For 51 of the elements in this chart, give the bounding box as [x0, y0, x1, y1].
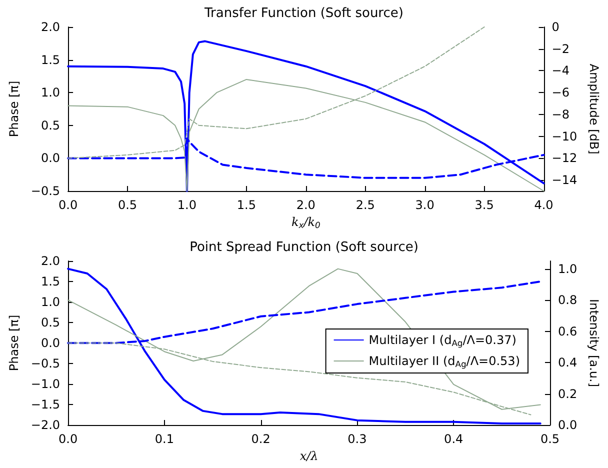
y-tick-label: 0.0	[40, 151, 60, 166]
y-tick-label: 0.0	[40, 336, 60, 350]
y-axis-title: Phase [π]	[7, 80, 21, 138]
y-tick-label: 0.5	[40, 316, 60, 330]
y-tick-label: −1.0	[30, 377, 60, 391]
y2-tick-label: −10	[552, 129, 578, 144]
chart-title: Point Spread Function (Soft source)	[190, 240, 418, 255]
y2-tick-label: 0	[552, 20, 560, 34]
y-tick-label: 0.5	[40, 118, 60, 132]
x-tick-label: 0.3	[348, 432, 367, 446]
x-tick-label: 0.5	[118, 198, 138, 212]
y2-tick-label: −6	[552, 86, 570, 100]
y2-tick-label: 0.4	[558, 356, 578, 370]
x-tick-label: 1.5	[236, 198, 256, 212]
y-tick-label: 1.0	[40, 295, 60, 309]
x-tick-label: 0.1	[154, 432, 174, 446]
y2-tick-label: −8	[552, 107, 570, 122]
x-tick-label: 3.5	[474, 198, 494, 212]
y2-tick-label: −12	[552, 151, 578, 166]
y-tick-label: −0.5	[30, 184, 60, 198]
y-tick-label: −1.5	[30, 398, 60, 412]
y2-tick-label: 0.8	[558, 293, 578, 308]
y-tick-label: 1.0	[40, 86, 60, 100]
y2-tick-label: −4	[552, 64, 570, 78]
y-tick-label: −2.0	[30, 418, 60, 432]
y2-tick-label: 0.0	[558, 418, 578, 432]
x-tick-label: 2.5	[356, 198, 375, 212]
x-axis-title: x/λ	[300, 448, 318, 463]
x-tick-label: 0.2	[251, 432, 270, 446]
x-tick-label: 0.5	[540, 432, 560, 446]
y-tick-label: 2.0	[40, 20, 60, 34]
y2-tick-label: 1.0	[558, 262, 578, 276]
y-tick-label: −0.5	[30, 356, 60, 370]
x-tick-label: 4.0	[534, 198, 554, 212]
y2-axis-title: Amplitude [dB]	[587, 64, 601, 154]
y2-tick-label: 0.2	[558, 386, 578, 401]
x-tick-label: 0.0	[58, 198, 78, 212]
y2-tick-label: 0.6	[558, 324, 578, 338]
y-axis-title: Phase [π]	[7, 314, 21, 372]
x-tick-label: 2.0	[296, 198, 316, 212]
x-tick-label: 1.0	[177, 198, 197, 212]
y2-tick-label: −14	[552, 173, 578, 188]
y2-axis-title: Intensity [a.u.]	[587, 299, 601, 387]
x-tick-label: 0.4	[444, 432, 464, 446]
chart-title: Transfer Function (Soft source)	[204, 6, 404, 21]
y-tick-label: 1.5	[40, 52, 60, 67]
x-tick-label: 0.0	[58, 432, 78, 446]
x-tick-label: 3.0	[415, 198, 434, 212]
y2-tick-label: −2	[552, 42, 570, 56]
y-tick-label: 2.0	[40, 254, 60, 268]
y-tick-label: 1.5	[40, 274, 60, 288]
